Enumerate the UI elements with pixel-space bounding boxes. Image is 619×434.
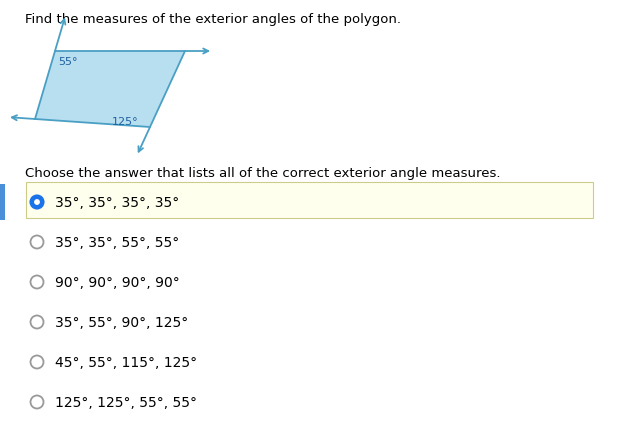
Text: 90°, 90°, 90°, 90°: 90°, 90°, 90°, 90° xyxy=(55,275,180,289)
Circle shape xyxy=(34,200,40,205)
Text: Find the measures of the exterior angles of the polygon.: Find the measures of the exterior angles… xyxy=(25,13,401,26)
Text: 55°: 55° xyxy=(58,57,77,67)
Bar xyxy=(0,184,5,220)
Text: 125°: 125° xyxy=(112,117,139,127)
FancyBboxPatch shape xyxy=(26,183,593,218)
Text: 35°, 35°, 55°, 55°: 35°, 35°, 55°, 55° xyxy=(55,236,180,250)
Text: 35°, 35°, 35°, 35°: 35°, 35°, 35°, 35° xyxy=(55,196,180,210)
Text: Choose the answer that lists all of the correct exterior angle measures.: Choose the answer that lists all of the … xyxy=(25,167,501,180)
Text: 35°, 55°, 90°, 125°: 35°, 55°, 90°, 125° xyxy=(55,315,188,329)
Text: 45°, 55°, 115°, 125°: 45°, 55°, 115°, 125° xyxy=(55,355,197,369)
Circle shape xyxy=(30,196,43,209)
Text: 125°, 125°, 55°, 55°: 125°, 125°, 55°, 55° xyxy=(55,395,197,409)
Polygon shape xyxy=(35,52,185,128)
